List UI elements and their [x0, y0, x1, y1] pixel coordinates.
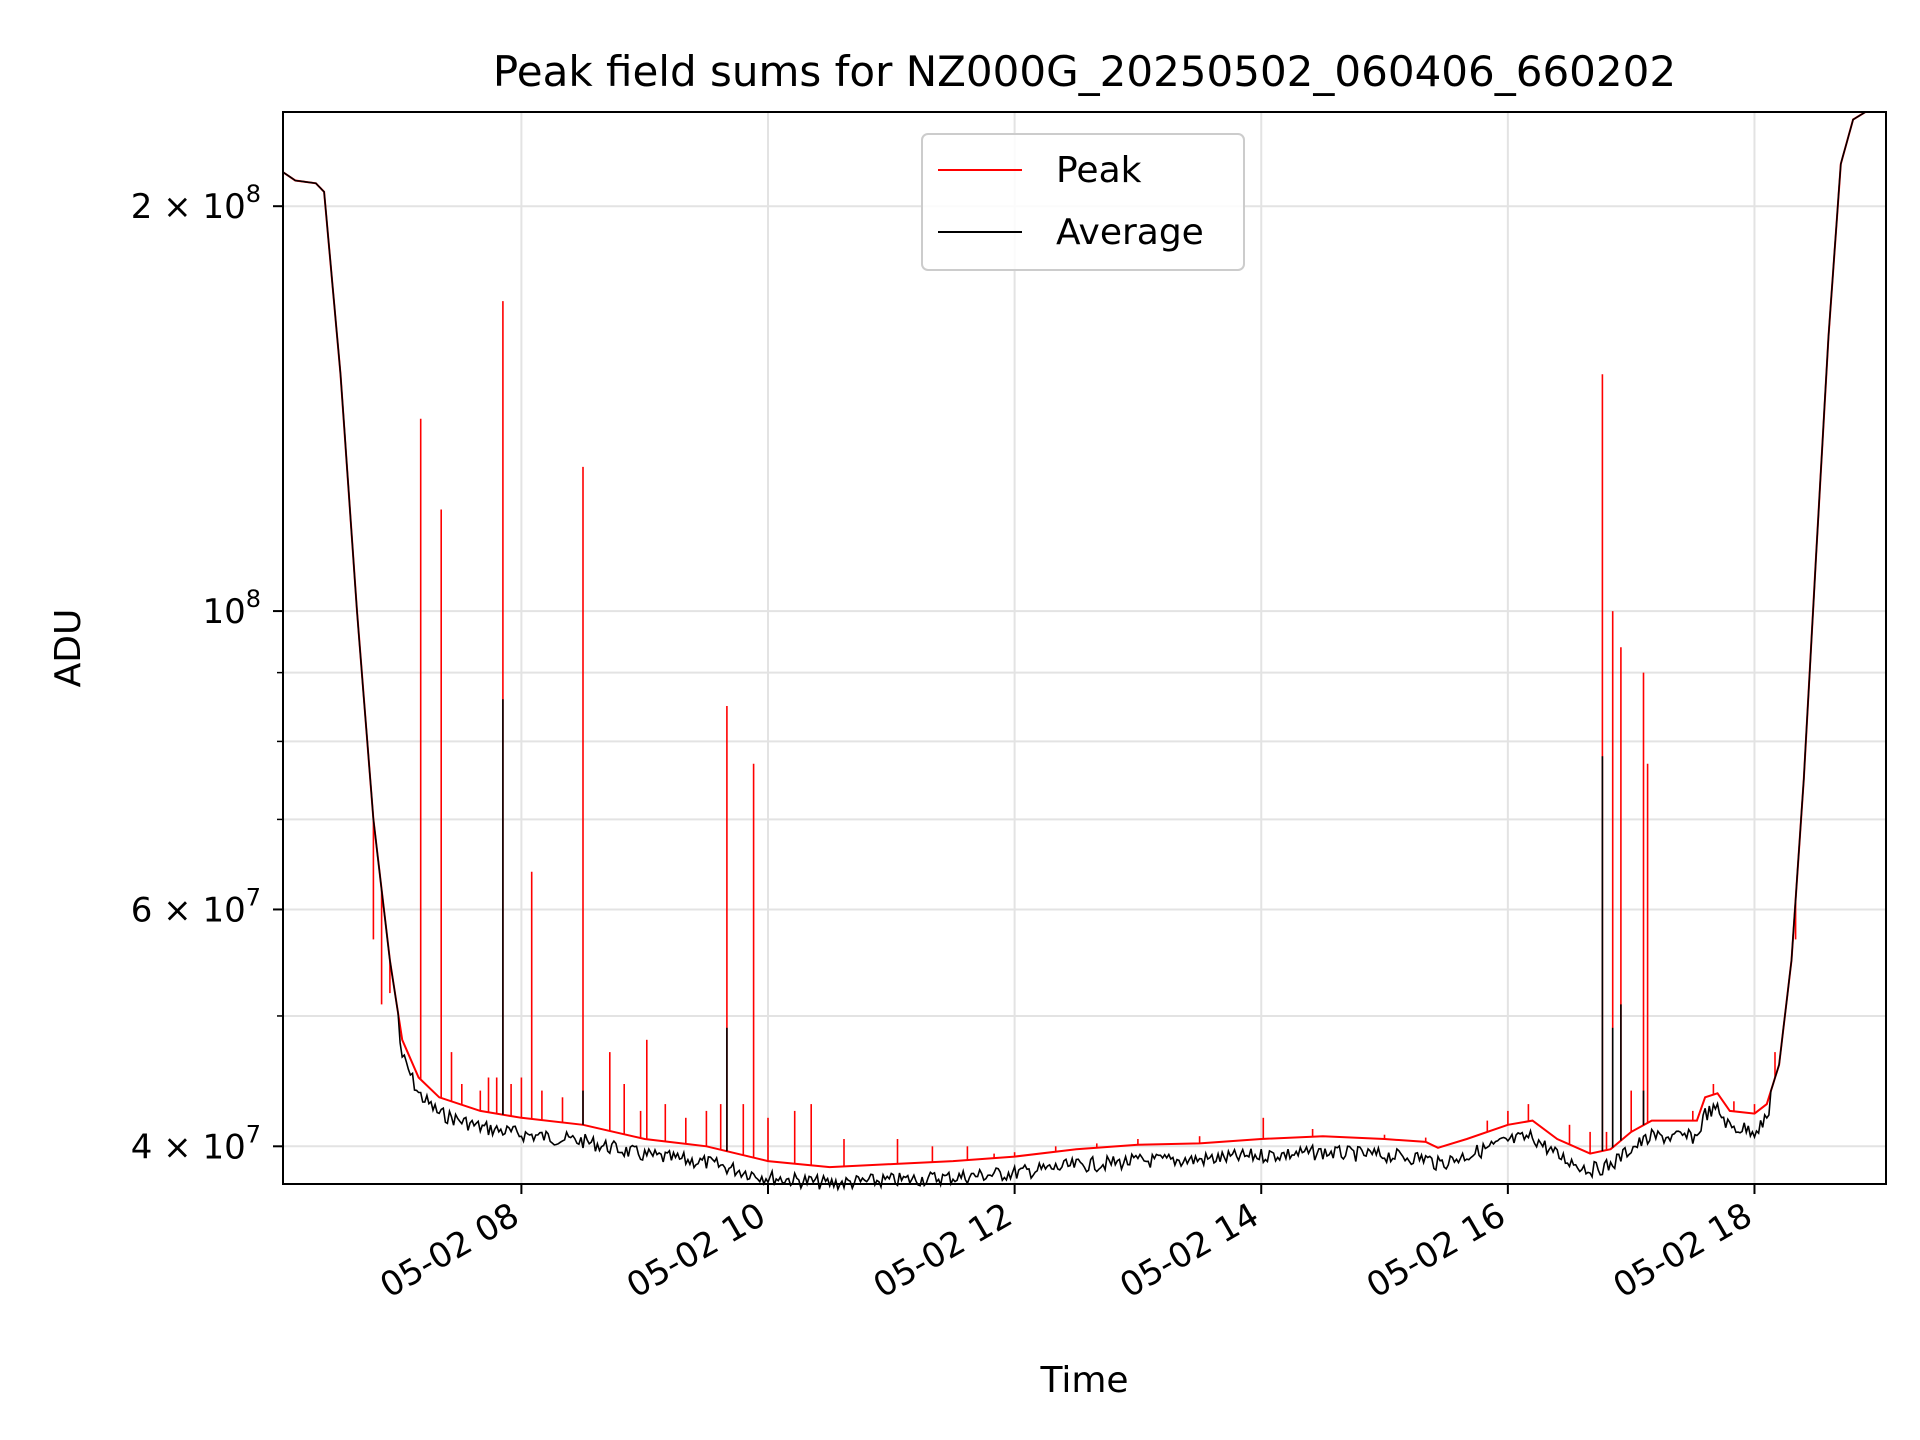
y-axis-label: ADU: [48, 609, 89, 688]
axes-frame: [282, 111, 1887, 1185]
legend-box: [921, 133, 1245, 271]
y-tick-label-exponent: 8: [246, 180, 261, 208]
y-tick-label-base: 6 × 10: [131, 890, 246, 930]
y-tick-label: 4 × 107: [131, 1120, 261, 1167]
legend-label-average: Average: [1056, 212, 1204, 253]
chart-title: Peak field sums for NZ000G_20250502_0604…: [493, 47, 1676, 96]
y-tick-label: 108: [202, 585, 261, 632]
y-tick-label-exponent: 8: [246, 585, 261, 613]
y-tick-label-base: 2 × 10: [131, 187, 246, 227]
x-axis-label: Time: [1039, 1360, 1128, 1401]
y-tick-label: 2 × 108: [131, 180, 261, 227]
y-tick-label-base: 10: [202, 592, 245, 632]
y-tick-label: 6 × 107: [131, 883, 261, 930]
y-tick-label-exponent: 7: [246, 1120, 261, 1148]
legend: Peak Average: [921, 133, 1245, 271]
y-tick-label-exponent: 7: [246, 883, 261, 911]
y-tick-label-base: 4 × 10: [131, 1127, 246, 1167]
legend-label-peak: Peak: [1056, 150, 1142, 191]
series-layer: [282, 111, 1886, 1192]
average-series-line: [282, 111, 1886, 1192]
